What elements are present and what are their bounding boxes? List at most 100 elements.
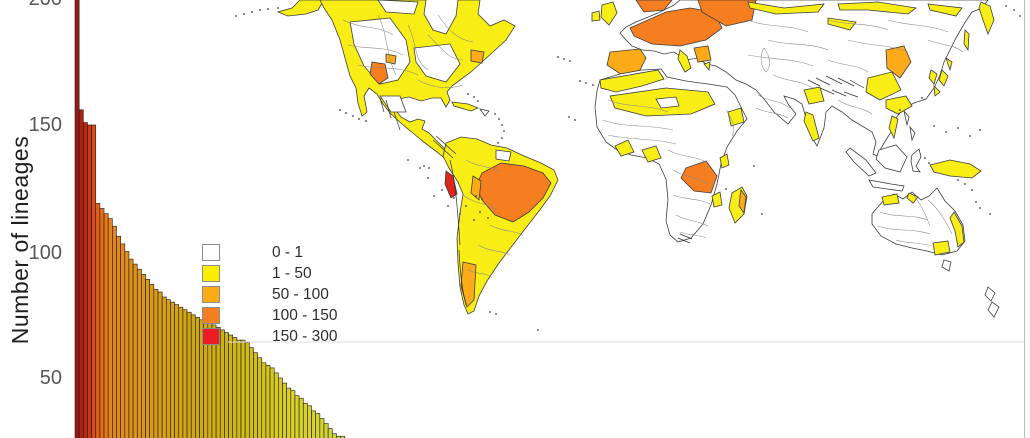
- y-tick-50: 50: [39, 367, 62, 389]
- bar: [91, 124, 97, 438]
- region-kamchatka: [978, 1, 995, 36]
- region-amazon: [475, 162, 552, 223]
- region-greece: [703, 61, 711, 71]
- region-west-africa-2: [641, 145, 662, 163]
- y-tick-100: 100: [28, 242, 62, 264]
- bar: [190, 314, 196, 438]
- bars-group: [74, 0, 346, 438]
- legend-row: 1 - 50: [202, 265, 338, 282]
- region-japan-3: [933, 84, 941, 97]
- region-cuba: [451, 101, 480, 112]
- region-na-northeast-amber: [470, 49, 485, 64]
- lineage-rank-bar-chart: [74, 0, 346, 438]
- north-america: [276, 0, 516, 171]
- bar: [182, 309, 188, 438]
- region-ne-china: [885, 45, 912, 79]
- bar: [95, 203, 101, 438]
- australasia: [845, 110, 1000, 318]
- region-madagascar-east: [738, 188, 747, 215]
- region-aus-kimberley: [881, 193, 900, 206]
- legend-label: 0 - 1: [272, 243, 304, 261]
- bar: [116, 236, 121, 438]
- region-japan-1: [945, 57, 953, 72]
- legend-label: 50 - 100: [272, 285, 329, 303]
- region-philippines-2: [909, 125, 916, 142]
- region-south-china: [885, 95, 913, 115]
- region-philippines-1: [903, 110, 910, 126]
- region-west-africa-1: [614, 139, 635, 157]
- legend-swatch-amber: [202, 286, 220, 303]
- bar: [141, 273, 146, 438]
- region-siberia-1: [747, 1, 825, 15]
- bar: [340, 435, 346, 438]
- region-korea: [928, 69, 938, 85]
- bar: [145, 278, 151, 438]
- region-na-plains: [413, 43, 461, 83]
- region-central-china: [865, 71, 902, 101]
- region-hispaniola: [479, 108, 490, 117]
- legend-swatch-white: [202, 244, 220, 261]
- region-na-tundra: [377, 0, 419, 15]
- region-alaska: [276, 0, 325, 17]
- region-siberia-3: [927, 3, 963, 17]
- region-scandinavia: [635, 0, 673, 13]
- bar: [166, 299, 171, 438]
- legend-row: 50 - 100: [202, 286, 338, 303]
- region-ireland: [591, 10, 601, 22]
- region-maghreb: [599, 69, 665, 93]
- region-tasmania: [941, 259, 952, 272]
- region-europe-east: [697, 0, 757, 27]
- bar: [124, 251, 130, 438]
- region-peru-coast: [444, 170, 458, 199]
- region-aus-topend: [906, 192, 919, 204]
- bar: [186, 311, 192, 438]
- region-nz-south: [987, 301, 1000, 318]
- legend-row: 150 - 300: [202, 328, 338, 345]
- legend-label: 1 - 50: [272, 264, 312, 282]
- world-ecoregion-map: [228, 0, 1026, 438]
- bar: [132, 263, 138, 438]
- africa: [594, 68, 748, 243]
- region-patagonia: [460, 261, 477, 308]
- bar: [174, 304, 180, 438]
- bar: [195, 316, 200, 438]
- bar: [112, 225, 117, 438]
- region-siberia-4: [827, 17, 857, 31]
- region-siberia-2: [837, 1, 917, 15]
- legend-label: 100 - 150: [272, 306, 338, 324]
- legend-swatch-yellow: [202, 265, 220, 282]
- region-mexico-interior: [379, 95, 407, 113]
- region-kenya-coast: [719, 153, 730, 169]
- region-western-ghats: [803, 111, 820, 142]
- region-nw-india: [803, 86, 825, 105]
- bar: [336, 435, 341, 438]
- bar: [74, 0, 80, 438]
- region-aus-victoria: [932, 240, 951, 256]
- bar: [87, 124, 92, 438]
- y-tick-200: 200: [18, 0, 62, 10]
- region-sakhalin: [963, 29, 970, 52]
- bar: [149, 284, 155, 438]
- bar: [83, 122, 88, 438]
- region-na-southwest-amber: [385, 53, 397, 65]
- region-mozambique-coast: [711, 191, 723, 208]
- region-japan-2: [938, 69, 949, 87]
- bar: [161, 296, 167, 438]
- bar: [120, 243, 126, 438]
- bar: [170, 301, 175, 438]
- y-tick-150: 150: [28, 114, 62, 136]
- region-nz-north: [984, 286, 996, 302]
- region-sumatra: [845, 147, 877, 177]
- region-na-interior-west: [349, 17, 411, 85]
- region-new-guinea: [929, 159, 982, 179]
- bar: [178, 306, 184, 438]
- bar: [103, 213, 109, 438]
- legend-swatch-red: [202, 328, 220, 345]
- bar: [157, 291, 163, 438]
- region-amazon-west: [470, 175, 482, 201]
- legend-label: 150 - 300: [272, 327, 338, 345]
- region-balkans: [693, 45, 712, 63]
- bar: [136, 268, 142, 438]
- map-legend: 0 - 1 1 - 50 50 - 100 100 - 150 150 - 30…: [202, 244, 338, 349]
- bar: [153, 289, 159, 438]
